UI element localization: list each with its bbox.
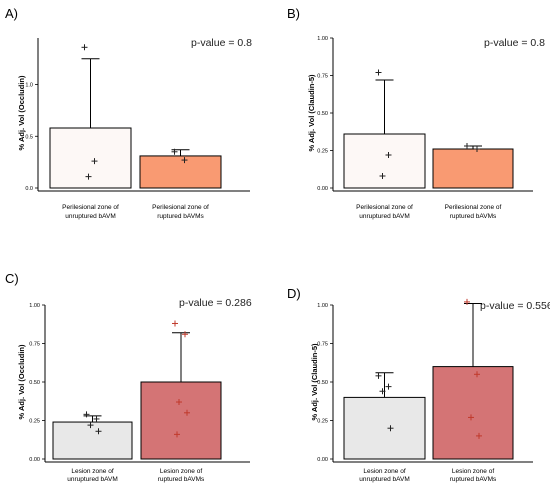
y-tick-label: 0.25 <box>317 419 328 425</box>
data-point <box>464 298 470 305</box>
x-category-label-line2: unruptured bAVM <box>359 213 409 220</box>
y-tick-label: 0.75 <box>29 342 40 348</box>
data-point <box>375 372 382 379</box>
y-axis-label: % Adj. Vol (Occludin) <box>17 344 26 420</box>
x-category-label-line2: unruptured bAVM <box>65 213 115 220</box>
panel-letter: D) <box>287 286 301 301</box>
y-tick-label: 0.25 <box>317 149 328 155</box>
data-point <box>91 158 98 165</box>
data-point <box>95 428 102 435</box>
y-axis-label: % Adj. Vol (Occludin) <box>17 75 26 151</box>
panel-letter: A) <box>5 6 18 21</box>
x-category-label-line2: unruptured bAVM <box>359 476 409 483</box>
x-category-label-line2: ruptured bAVMs <box>450 476 497 483</box>
y-tick-label: 0.75 <box>317 342 328 348</box>
data-point <box>172 320 178 327</box>
x-category-label-line2: unruptured bAVM <box>67 476 117 483</box>
x-category-label-line1: Lesion zone of <box>452 468 494 475</box>
x-category-label-line1: Lesion zone of <box>71 468 113 475</box>
data-point <box>171 148 178 155</box>
data-point <box>379 173 386 179</box>
data-point <box>174 431 180 438</box>
data-point <box>375 69 382 76</box>
data-point <box>176 399 182 406</box>
bar-2 <box>432 366 514 460</box>
bar-2 <box>140 381 222 460</box>
data-point <box>387 425 394 432</box>
y-tick-label: 0.0 <box>25 186 33 192</box>
chart-panel-2: B) p-value = 0.8 % Adj. Vol (Claudin-5) 0.0… <box>287 6 545 220</box>
y-tick-label: 1.0 <box>25 83 33 89</box>
data-point <box>385 152 392 158</box>
bar-2 <box>139 155 222 189</box>
y-tick-label: 1.00 <box>29 303 40 309</box>
bar-1 <box>343 396 426 460</box>
y-tick-label: 1.00 <box>317 36 328 42</box>
y-tick-label: 0.75 <box>317 74 328 80</box>
chart-panel-1: A) p-value = 0.8 % Adj. Vol (Occludin) 0.0 0… <box>5 6 252 220</box>
data-point <box>468 414 474 421</box>
bar-1 <box>49 127 132 189</box>
y-axis-label: % Adj. Vol (Claudin-5) <box>310 343 319 421</box>
panel-letter: B) <box>287 6 300 21</box>
y-tick-label: 1.00 <box>317 303 328 309</box>
data-point <box>184 409 190 416</box>
data-point <box>81 44 88 51</box>
x-category-label-line1: Perilesional zone of <box>356 204 413 211</box>
x-category-label-line1: Lesion zone of <box>160 468 202 475</box>
data-point <box>474 371 480 378</box>
data-point <box>476 432 482 439</box>
data-point <box>83 411 90 418</box>
y-tick-label: 0.50 <box>317 111 328 117</box>
data-point <box>93 415 100 422</box>
y-tick-label: 0.50 <box>29 380 40 386</box>
y-tick-label: 0.50 <box>317 380 328 386</box>
data-point <box>85 173 92 180</box>
data-point <box>182 331 188 338</box>
x-category-label-line1: Lesion zone of <box>363 468 405 475</box>
y-axis-label: % Adj. Vol (Claudin-5) <box>307 74 316 152</box>
x-category-label-line2: ruptured bAVMs <box>158 476 205 483</box>
x-category-label-line1: Perilesional zone of <box>62 204 119 211</box>
data-point <box>464 143 470 149</box>
data-point <box>474 146 480 152</box>
data-point <box>181 157 188 164</box>
data-point <box>87 422 94 429</box>
y-tick-label: 0.25 <box>29 419 40 425</box>
x-category-label-line2: ruptured bAVMs <box>450 213 497 220</box>
x-category-label-line1: Perilesional zone of <box>445 204 502 211</box>
y-tick-label: 0.00 <box>317 186 328 192</box>
chart-panel-3: C)p-value = 0.286% Adj. Vol (Occludin)0.… <box>5 271 252 483</box>
p-value-annotation: p-value = 0.8 <box>484 37 545 49</box>
data-point <box>385 383 392 390</box>
chart-panel-4: D)p-value = 0.556% Adj. Vol (Claudin-5)0… <box>287 286 550 483</box>
p-value-annotation: p-value = 0.286 <box>179 297 252 309</box>
bar-1 <box>52 421 133 460</box>
y-tick-label: 0.00 <box>317 457 328 463</box>
panel-letter: C) <box>5 271 19 286</box>
bar-1 <box>343 133 426 189</box>
x-category-label-line2: ruptured bAVMs <box>157 213 204 220</box>
y-tick-label: 0.00 <box>29 457 40 463</box>
y-tick-label: 0.5 <box>25 134 33 140</box>
p-value-annotation: p-value = 0.8 <box>191 37 252 49</box>
p-value-annotation: p-value = 0.556 <box>480 300 550 312</box>
bar-2 <box>432 148 514 189</box>
x-category-label-line1: Perilesional zone of <box>152 204 209 211</box>
data-point <box>379 388 386 395</box>
